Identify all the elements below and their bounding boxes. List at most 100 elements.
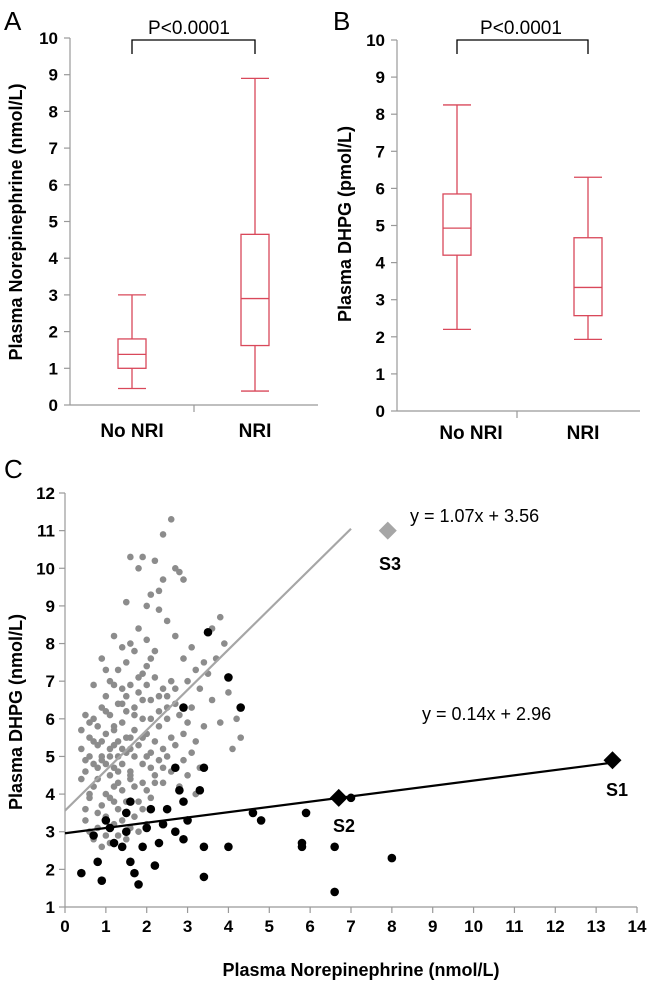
highlight-label-s3: S3 [379, 554, 401, 574]
scatter-point [143, 681, 151, 689]
scatter-point [118, 700, 126, 708]
scatter-point [147, 794, 155, 802]
scatter-point [176, 711, 183, 719]
panel-b-y-axis-label: Plasma DHPG (pmol/L) [335, 126, 355, 322]
scatter-point [159, 685, 167, 693]
panel-c-x-tick-label: 9 [428, 917, 437, 936]
scatter-point [102, 832, 110, 839]
scatter-point [118, 760, 126, 768]
scatter-point [102, 730, 110, 738]
panel-c-y-tick-label: 7 [46, 672, 55, 691]
scatter-point [203, 627, 213, 637]
panel-c-x-tick-label: 0 [60, 917, 69, 936]
scatter-point [110, 723, 118, 730]
panel-a-box-1 [117, 294, 147, 390]
panel-a: A Plasma Norepinephrine (nmol/L) P<0.000… [4, 6, 318, 442]
scatter-point [192, 666, 200, 674]
panel-b-significance-bracket [456, 39, 589, 54]
scatter-point [330, 887, 339, 897]
scatter-point [78, 745, 85, 753]
highlight-marker-s3 [378, 521, 397, 540]
scatter-point [135, 625, 142, 632]
scatter-point [180, 655, 187, 662]
scatter-point [98, 843, 106, 851]
scatter-point [387, 853, 397, 863]
panel-c-x-tick-label: 7 [346, 917, 355, 936]
scatter-point [256, 816, 266, 825]
scatter-point [151, 779, 159, 787]
scatter-point [188, 644, 195, 651]
scatter-point [131, 704, 138, 711]
scatter-point [139, 760, 146, 768]
panel-b-x-label-no-nri: No NRI [439, 423, 502, 444]
scatter-point [146, 804, 156, 814]
panel-c-x-tick-label: 4 [224, 917, 234, 936]
scatter-point [127, 553, 134, 561]
scatter-point [216, 719, 224, 726]
scatter-point [167, 734, 175, 741]
panel-b-y-tick-label: 9 [376, 68, 385, 87]
scatter-point [143, 662, 151, 670]
panel-c-x-tick-label: 6 [305, 917, 314, 936]
scatter-point [131, 753, 138, 760]
panel-a-y-axis-label: Plasma Norepinephrine (nmol/L) [6, 83, 26, 360]
scatter-point [143, 753, 151, 760]
highlight-label-s2: S2 [333, 816, 355, 836]
scatter-point [159, 764, 167, 772]
scatter-point [102, 692, 110, 700]
scatter-point [138, 842, 147, 852]
scatter-point [171, 763, 180, 773]
scatter-point [94, 764, 101, 772]
panel-a-y-tick-label: 8 [49, 102, 58, 121]
scatter-point [118, 745, 126, 753]
panel-b-y-tick-label: 6 [376, 179, 385, 198]
scatter-point [90, 738, 97, 745]
scatter-point [139, 715, 146, 723]
panel-c-x-tick-label: 11 [505, 917, 523, 936]
panel-a-y-tick-label: 4 [49, 249, 59, 268]
scatter-point [142, 823, 152, 833]
scatter-point [106, 771, 114, 779]
scatter-point [199, 872, 209, 882]
scatter-point [208, 696, 216, 704]
scatter-point [172, 741, 179, 749]
scatter-point [216, 613, 224, 621]
scatter-point [147, 696, 155, 704]
scatter-point [158, 819, 168, 829]
scatter-point [86, 719, 93, 726]
panel-b-y-tick-label: 7 [376, 142, 385, 161]
panel-c-x-tick-label: 10 [464, 917, 483, 936]
scatter-point [78, 775, 85, 783]
gray-points-series [78, 516, 244, 851]
scatter-point [184, 719, 191, 726]
highlight-label-s1: S1 [606, 780, 628, 800]
scatter-point [130, 868, 139, 878]
scatter-point [195, 786, 205, 795]
scatter-point [301, 808, 311, 818]
panel-b-box-1 [442, 104, 472, 331]
scatter-point [134, 880, 143, 889]
scatter-point [117, 842, 127, 852]
scatter-point [147, 764, 155, 772]
panel-a-y-tick-label: 7 [49, 139, 58, 158]
scatter-point [172, 564, 179, 572]
panel-a-y-tick-label: 5 [49, 213, 58, 232]
scatter-point [196, 685, 204, 693]
scatter-point [143, 636, 151, 644]
panel-b-iqr-box [442, 193, 472, 256]
scatter-point [122, 734, 130, 741]
scatter-point [122, 659, 130, 666]
panel-c-y-axis-label: Plasma DHPG (nmol/L) [6, 614, 26, 810]
panel-b-y-tick-label: 0 [376, 402, 385, 421]
scatter-point [224, 842, 233, 852]
scatter-point [171, 827, 180, 837]
scatter-point [82, 817, 89, 824]
black-points-series [77, 627, 397, 897]
panel-b-iqr-box [573, 237, 603, 317]
scatter-point [114, 832, 122, 839]
scatter-point [147, 715, 155, 723]
scatter-point [110, 681, 118, 689]
panel-c-y-tick-label: 11 [37, 522, 55, 541]
